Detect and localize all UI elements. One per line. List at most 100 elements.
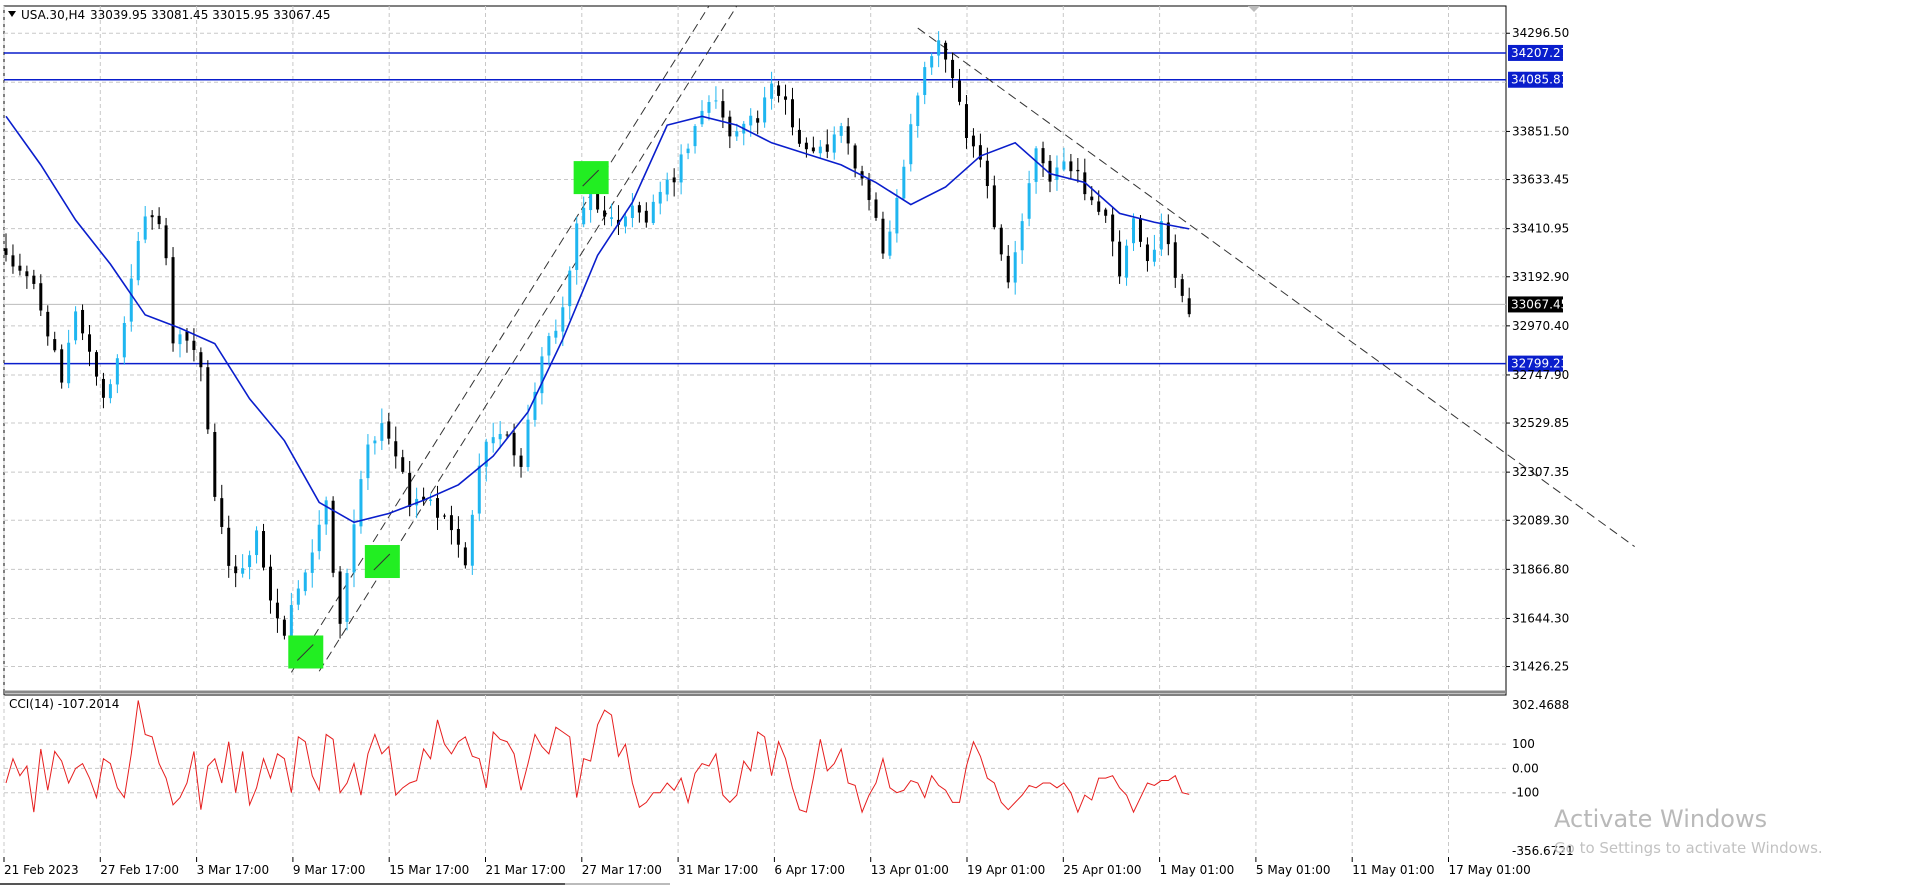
candle-body: [436, 498, 440, 518]
candle-body: [1132, 218, 1136, 244]
price-axis[interactable]: 34296.50 33851.50 33633.45 33410.95 33192.90…: [1506, 26, 1569, 674]
candle-body: [1187, 298, 1191, 315]
candle-body: [498, 433, 502, 440]
candle-body: [282, 619, 286, 636]
candle-body: [923, 67, 927, 95]
candle-body: [992, 185, 996, 228]
entry-marker-line: [296, 644, 314, 661]
time-tick-label: 31 Mar 17:00: [678, 863, 758, 877]
cci-tick-label: 302.4688: [1512, 698, 1569, 712]
candle-body: [735, 131, 739, 137]
candle-body: [637, 205, 641, 213]
grid-lines: [3, 6, 1506, 855]
candle-body: [721, 101, 725, 118]
price-tick-label: 33633.45: [1512, 173, 1569, 187]
candle-body: [157, 215, 161, 225]
candle-body: [1069, 161, 1073, 172]
candle-body: [589, 185, 593, 211]
candle-body: [352, 524, 356, 573]
candle-body: [164, 225, 168, 259]
entry-marker-line: [373, 553, 391, 571]
candle-body: [937, 40, 941, 56]
level-tag-label: 32799.23: [1511, 357, 1568, 371]
candle-body: [422, 496, 426, 501]
candle-body: [185, 331, 189, 341]
candle-body: [380, 423, 384, 441]
candle-body: [1173, 242, 1177, 278]
candle-body: [770, 83, 774, 99]
candle-body: [909, 124, 913, 165]
candle-body: [373, 440, 377, 444]
candle-body: [67, 342, 71, 384]
time-tick-label: 27 Mar 17:00: [582, 863, 662, 877]
horizontal-levels[interactable]: 34207.27 34085.81 32799.23: [4, 44, 1568, 372]
candle-body: [255, 530, 259, 556]
candle-body: [345, 573, 349, 622]
candle-body: [916, 95, 920, 127]
moving-average-layer: [5, 115, 1190, 524]
price-tick-label: 31644.30: [1512, 611, 1569, 625]
candle-body: [401, 457, 405, 472]
candle-body: [526, 419, 530, 468]
candle-body: [665, 179, 669, 195]
cci-tick-label: -100: [1512, 786, 1539, 800]
candle-body: [143, 216, 147, 240]
candle-body: [324, 500, 328, 525]
candle-body: [32, 275, 36, 284]
level-tag: [1508, 44, 1563, 61]
candle-body: [700, 110, 704, 125]
symbol-menu-icon[interactable]: [8, 11, 16, 17]
time-tick-label: 9 Mar 17:00: [293, 863, 366, 877]
candle-body: [387, 421, 391, 439]
candle-body: [505, 434, 509, 436]
candle-body: [394, 441, 398, 457]
time-tick-label: 1 May 01:00: [1160, 863, 1235, 877]
candle-body: [999, 227, 1003, 255]
candle-body: [331, 500, 335, 573]
time-tick-label: 21 Mar 17:00: [486, 863, 566, 877]
candle-body: [978, 145, 982, 160]
candle-body: [192, 340, 196, 351]
candle-body: [1111, 214, 1115, 242]
candle-body: [366, 444, 370, 479]
cci-axis[interactable]: 302.4688 100 0.00 -100 -356.6721: [1512, 698, 1574, 858]
cci-tick-label: -356.6721: [1512, 844, 1574, 858]
candle-body: [74, 311, 78, 341]
time-axis[interactable]: 21 Feb 2023 27 Feb 17:00 3 Mar 17:00 9 Mar …: [3, 857, 1531, 877]
cci-tick-label: 100: [1512, 737, 1535, 751]
candle-body: [846, 126, 850, 144]
candle-body: [1020, 221, 1024, 251]
price-tick-label: 31866.80: [1512, 562, 1569, 576]
candle-body: [4, 248, 8, 255]
time-tick-label: 3 Mar 17:00: [197, 863, 270, 877]
cci-label: CCI(14) -107.2014: [9, 697, 119, 711]
candle-body: [811, 147, 815, 152]
candle-body: [582, 207, 586, 225]
level-tag-label: 34207.27: [1511, 46, 1568, 60]
level-tag: [1508, 71, 1563, 88]
time-tick-label: 15 Mar 17:00: [389, 863, 469, 877]
time-tick-label: 5 May 01:00: [1256, 863, 1331, 877]
chart-shift-icon[interactable]: [1248, 6, 1260, 12]
candle-body: [895, 197, 899, 234]
candle-body: [171, 257, 175, 344]
candle-body: [234, 566, 238, 574]
candle-body: [902, 166, 906, 199]
candle-body: [449, 515, 453, 531]
candle-body: [1076, 169, 1080, 172]
candle-body: [289, 605, 293, 638]
candle-body: [241, 568, 245, 574]
candle-body: [575, 223, 579, 270]
candle-body: [60, 349, 64, 383]
candle-body: [25, 271, 29, 277]
activate-windows-title: Activate Windows: [1554, 805, 1767, 833]
candle-body: [206, 367, 210, 430]
price-tick-label: 33851.50: [1512, 124, 1569, 138]
candle-body: [804, 142, 808, 150]
candle-body: [46, 311, 50, 337]
candle-body: [268, 566, 272, 601]
candle-body: [874, 199, 878, 218]
candle-body: [248, 555, 252, 568]
candle-body: [94, 352, 98, 377]
